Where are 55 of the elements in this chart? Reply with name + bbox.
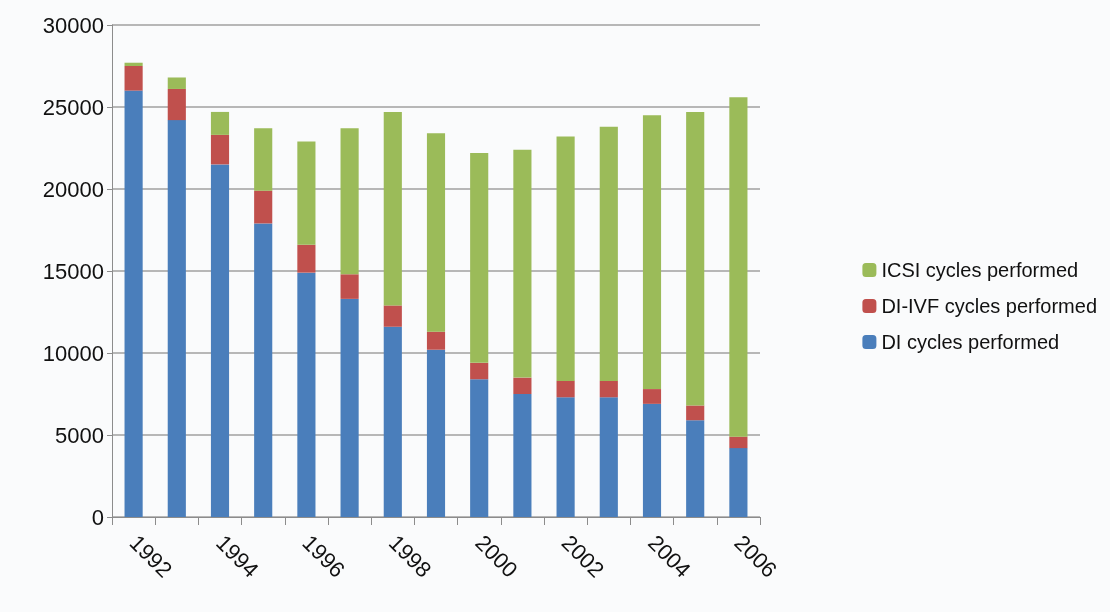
bar bbox=[167, 120, 186, 517]
bar bbox=[210, 134, 230, 165]
bar bbox=[254, 223, 273, 517]
bar bbox=[470, 379, 489, 517]
y-tick-label: 0 bbox=[91, 504, 104, 530]
y-tick-label: 5000 bbox=[55, 422, 104, 448]
bar bbox=[167, 88, 186, 121]
bar bbox=[729, 448, 748, 517]
bar bbox=[426, 331, 446, 350]
legend-label: DI-IVF cycles performed bbox=[881, 295, 1097, 317]
bar bbox=[340, 128, 359, 275]
bar bbox=[513, 377, 532, 394]
bar bbox=[124, 62, 143, 66]
bar bbox=[383, 111, 402, 306]
bar bbox=[642, 115, 662, 390]
bar bbox=[383, 305, 402, 327]
legend-label: ICSI cycles performed bbox=[881, 259, 1079, 281]
bar bbox=[210, 164, 230, 517]
bar bbox=[686, 405, 705, 421]
y-tick-label: 25000 bbox=[42, 94, 104, 120]
bar bbox=[599, 397, 618, 517]
bar bbox=[340, 298, 359, 517]
bar bbox=[556, 136, 575, 381]
bar bbox=[210, 111, 230, 135]
bar bbox=[556, 397, 575, 517]
bar bbox=[254, 190, 273, 224]
bar bbox=[124, 66, 143, 91]
bar bbox=[729, 97, 748, 437]
bar bbox=[599, 126, 618, 381]
bar bbox=[167, 77, 186, 89]
bar bbox=[642, 389, 662, 404]
y-tick-label: 15000 bbox=[42, 258, 104, 284]
y-tick-label: 30000 bbox=[42, 12, 104, 38]
bar bbox=[513, 149, 532, 378]
bar bbox=[426, 349, 446, 517]
bar bbox=[686, 111, 705, 406]
y-tick-label: 10000 bbox=[42, 340, 104, 366]
bar bbox=[556, 380, 575, 398]
legend-label: DI cycles performed bbox=[881, 331, 1060, 353]
y-tick-label: 20000 bbox=[42, 176, 104, 202]
bar bbox=[729, 436, 748, 449]
bar bbox=[642, 403, 662, 517]
bar bbox=[340, 274, 359, 299]
bar bbox=[513, 394, 532, 517]
bar bbox=[599, 380, 618, 398]
bar bbox=[297, 244, 316, 273]
bar bbox=[426, 133, 446, 332]
bar bbox=[686, 420, 705, 517]
bar bbox=[124, 90, 143, 517]
bar bbox=[297, 141, 316, 245]
bar bbox=[297, 272, 316, 517]
bar bbox=[383, 326, 402, 517]
bar bbox=[254, 128, 273, 191]
bar bbox=[470, 362, 489, 380]
bar bbox=[470, 152, 489, 363]
